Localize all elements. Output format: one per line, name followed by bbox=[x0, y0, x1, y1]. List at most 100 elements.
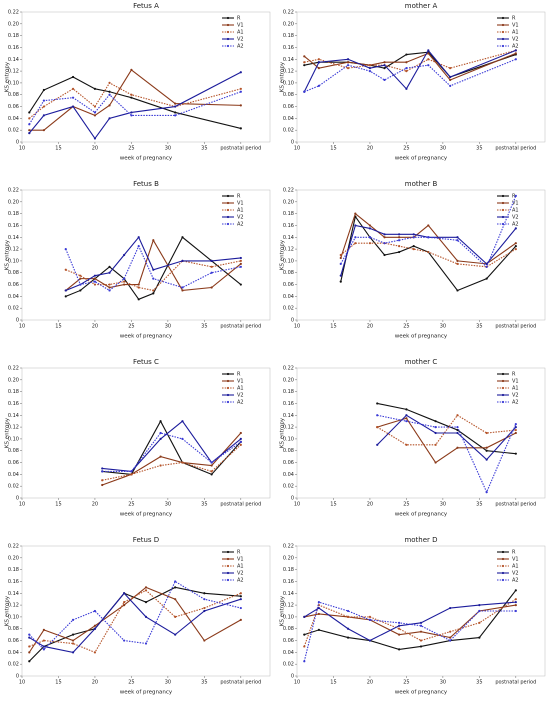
point bbox=[376, 443, 379, 446]
legend-marker bbox=[501, 372, 505, 376]
y-tick-label: 0.08 bbox=[283, 92, 294, 98]
chart-title: mother C bbox=[405, 358, 438, 366]
point bbox=[181, 289, 184, 292]
legend-label: V1 bbox=[237, 23, 244, 29]
legend-marker bbox=[501, 578, 505, 582]
point bbox=[42, 114, 45, 117]
series-line bbox=[340, 224, 517, 276]
point bbox=[174, 598, 177, 601]
point bbox=[485, 277, 488, 280]
y-tick-label: 0.02 bbox=[283, 306, 294, 312]
point bbox=[42, 99, 45, 102]
series-line bbox=[28, 71, 242, 140]
legend-marker bbox=[226, 37, 230, 41]
point bbox=[108, 93, 111, 96]
legend-label: A2 bbox=[512, 222, 519, 228]
legend-marker bbox=[501, 208, 505, 212]
point bbox=[64, 289, 67, 292]
point bbox=[449, 639, 452, 642]
point bbox=[405, 414, 408, 417]
x-tick-label: 35 bbox=[476, 680, 482, 686]
point bbox=[108, 90, 111, 93]
point bbox=[449, 636, 452, 639]
legend-label: R bbox=[237, 194, 241, 200]
legend-label: A2 bbox=[512, 44, 519, 50]
legend-marker bbox=[226, 379, 230, 383]
point bbox=[210, 473, 213, 476]
y-axis-label: KS entropy bbox=[280, 61, 286, 92]
point bbox=[514, 245, 517, 248]
point bbox=[303, 90, 306, 93]
x-tick-label: 25 bbox=[128, 502, 134, 508]
point bbox=[123, 277, 126, 280]
point bbox=[174, 586, 177, 589]
y-tick-label: 0.10 bbox=[8, 80, 19, 86]
point bbox=[514, 242, 517, 245]
x-tick-label: 30 bbox=[165, 502, 171, 508]
point bbox=[514, 589, 517, 592]
y-tick-label: 0.02 bbox=[283, 484, 294, 490]
y-tick-label: 0.06 bbox=[283, 638, 294, 644]
legend-marker bbox=[501, 379, 505, 383]
point bbox=[130, 96, 133, 99]
y-tick-label: 0.12 bbox=[8, 425, 19, 431]
series-line bbox=[29, 592, 241, 653]
legend-label: R bbox=[512, 194, 516, 200]
point bbox=[42, 88, 45, 92]
legend-label: V1 bbox=[237, 201, 244, 207]
legend-label: R bbox=[237, 550, 241, 556]
point bbox=[210, 286, 213, 289]
point bbox=[239, 71, 242, 74]
legend-label: V1 bbox=[512, 557, 519, 563]
point bbox=[514, 431, 517, 435]
point bbox=[339, 280, 342, 283]
point bbox=[203, 609, 206, 613]
point bbox=[108, 283, 111, 286]
series-line bbox=[102, 420, 242, 476]
y-tick-label: 0.10 bbox=[8, 614, 19, 620]
point bbox=[368, 69, 372, 73]
point bbox=[398, 627, 401, 630]
point bbox=[405, 53, 408, 56]
point bbox=[108, 265, 111, 268]
point bbox=[174, 633, 177, 636]
point bbox=[93, 624, 97, 627]
x-tick-label: 30 bbox=[440, 146, 446, 152]
x-tick-label: 20 bbox=[92, 146, 98, 152]
legend-marker bbox=[226, 564, 230, 568]
x-tick-label: postnatal period bbox=[220, 146, 261, 152]
y-tick-label: 0.08 bbox=[283, 448, 294, 454]
y-tick-label: 0.18 bbox=[8, 33, 19, 39]
y-tick-label: 0.10 bbox=[283, 80, 294, 86]
y-tick-label: 0.10 bbox=[283, 258, 294, 264]
y-tick-label: 0.04 bbox=[283, 472, 294, 478]
point bbox=[398, 250, 401, 254]
point bbox=[398, 239, 401, 242]
series-line bbox=[102, 444, 242, 481]
legend-label: V1 bbox=[512, 379, 519, 385]
point bbox=[144, 615, 148, 619]
point bbox=[412, 236, 415, 239]
y-tick-label: 0.18 bbox=[283, 567, 294, 573]
point bbox=[144, 601, 148, 604]
point bbox=[427, 236, 430, 239]
point bbox=[514, 452, 517, 455]
point bbox=[93, 87, 97, 90]
point bbox=[339, 256, 342, 260]
point bbox=[427, 52, 430, 55]
point bbox=[93, 283, 97, 286]
point bbox=[123, 283, 126, 286]
point bbox=[449, 84, 452, 87]
series-line bbox=[377, 414, 517, 494]
point bbox=[174, 615, 177, 619]
point bbox=[93, 274, 97, 277]
point bbox=[93, 280, 97, 283]
point bbox=[478, 636, 481, 639]
x-tick-label: 15 bbox=[330, 502, 336, 508]
point bbox=[405, 417, 408, 420]
point bbox=[383, 236, 386, 239]
point bbox=[71, 96, 75, 99]
point bbox=[317, 606, 320, 610]
point bbox=[383, 64, 386, 67]
point bbox=[174, 580, 177, 583]
